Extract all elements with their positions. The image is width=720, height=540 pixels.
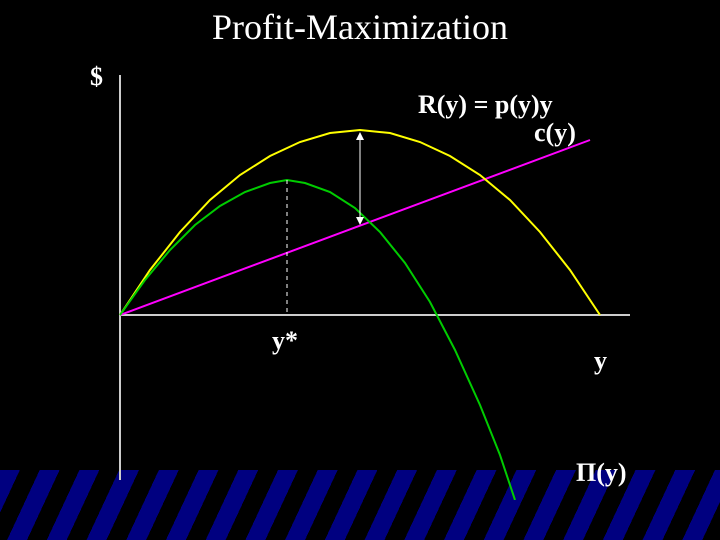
cost-label: c(y): [534, 118, 576, 148]
x-axis-label: y: [594, 346, 607, 376]
y-axis-label: $: [90, 62, 103, 92]
ystar-label: y*: [272, 326, 298, 356]
slide: Profit-Maximization $ R(y) = p(y)y c(y) …: [0, 0, 720, 540]
slide-title: Profit-Maximization: [0, 6, 720, 48]
profit-label: Π(y): [576, 458, 627, 488]
revenue-label: R(y) = p(y)y: [418, 90, 553, 120]
chart-area: $ R(y) = p(y)y c(y) y* y Π(y): [90, 60, 650, 480]
